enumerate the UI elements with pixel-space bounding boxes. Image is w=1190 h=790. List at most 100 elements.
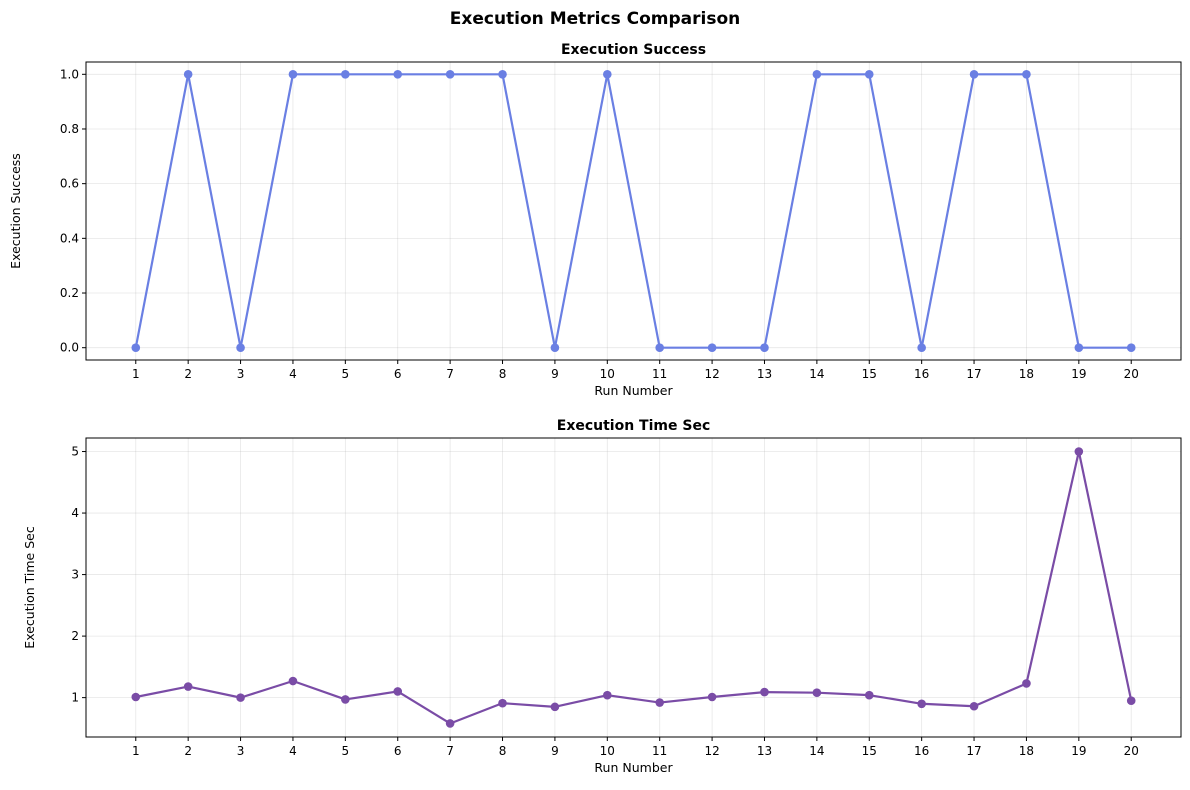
y-tick-label: 0.8 <box>60 122 79 136</box>
x-tick-label: 10 <box>600 744 615 758</box>
x-tick-label: 15 <box>862 367 877 381</box>
data-point-run-7 <box>445 719 455 728</box>
x-axis-label: Run Number <box>594 760 673 775</box>
x-tick-label: 3 <box>237 367 245 381</box>
data-point-run-2 <box>183 70 193 79</box>
y-tick-label: 3 <box>71 568 79 582</box>
data-point-run-18 <box>1022 70 1031 79</box>
data-point-run-9 <box>550 343 560 352</box>
x-tick-label: 4 <box>289 744 297 758</box>
plot-frame <box>85 61 1182 361</box>
x-tick-label: 11 <box>652 367 667 381</box>
x-tick-label: 6 <box>394 367 402 381</box>
data-point-run-13 <box>760 687 769 697</box>
data-point-run-1 <box>131 692 141 702</box>
data-point-run-10 <box>603 70 612 79</box>
x-tick-label: 2 <box>184 367 192 381</box>
x-tick-label: 9 <box>551 744 559 758</box>
x-tick-label: 19 <box>1071 744 1086 758</box>
y-tick-label: 0.6 <box>60 177 79 191</box>
y-tick-label: 1.0 <box>60 67 79 81</box>
data-point-run-9 <box>550 702 560 712</box>
x-tick-label: 1 <box>132 367 140 381</box>
data-point-run-2 <box>183 682 193 691</box>
y-axis-label: Execution Time Sec <box>22 526 37 649</box>
data-point-run-6 <box>393 687 403 696</box>
data-point-run-6 <box>393 70 403 79</box>
data-point-run-20 <box>1126 343 1136 352</box>
data-point-run-20 <box>1126 696 1136 706</box>
x-tick-label: 14 <box>809 744 824 758</box>
data-point-run-19 <box>1074 447 1084 456</box>
chart-panel-1: 1 2 3 4 5 6 7 8 9 10 11 12 13 14 15 16 17 18 19 200.00.20.4… <box>8 42 1182 398</box>
figure-title: Execution Metrics Comparison <box>450 9 740 29</box>
y-tick-label: 1 <box>71 691 79 705</box>
data-point-run-14 <box>812 70 822 79</box>
series-line <box>135 450 1133 725</box>
data-point-run-5 <box>341 695 350 704</box>
panel-title: Execution Success <box>561 42 706 58</box>
series-line <box>134 73 1132 349</box>
data-point-run-4 <box>288 70 298 79</box>
x-tick-label: 17 <box>966 367 981 381</box>
x-tick-label: 18 <box>1019 367 1034 381</box>
data-point-run-10 <box>603 690 612 700</box>
data-point-run-19 <box>1074 343 1084 352</box>
data-point-run-15 <box>864 70 874 79</box>
data-point-run-13 <box>760 343 769 352</box>
x-tick-label: 12 <box>704 744 719 758</box>
panel-title: Execution Time Sec <box>557 418 711 434</box>
data-point-run-3 <box>236 693 245 702</box>
x-tick-label: 15 <box>862 744 877 758</box>
y-tick-label: 0.0 <box>60 341 79 355</box>
data-point-run-15 <box>864 690 874 700</box>
data-point-run-18 <box>1022 679 1031 688</box>
data-point-run-11 <box>655 698 664 707</box>
x-tick-label: 16 <box>914 367 929 381</box>
data-point-run-17 <box>969 70 979 79</box>
x-tick-label: 5 <box>342 367 350 381</box>
data-point-run-14 <box>812 688 822 698</box>
data-point-run-16 <box>917 699 926 709</box>
x-tick-label: 4 <box>289 367 297 381</box>
x-tick-label: 13 <box>757 367 772 381</box>
y-tick-label: 4 <box>71 506 79 520</box>
x-axis-label: Run Number <box>594 383 673 398</box>
data-point-run-4 <box>288 676 298 686</box>
data-point-run-8 <box>498 70 507 79</box>
x-tick-label: 8 <box>499 367 507 381</box>
chart-panel-2: 1 2 3 4 5 6 7 8 9 10 11 12 13 14 15 16 17 18 19 2012345Exec… <box>22 418 1182 775</box>
y-tick-label: 5 <box>71 445 79 459</box>
y-tick-label: 0.2 <box>60 286 79 300</box>
data-point-run-11 <box>655 343 664 352</box>
y-tick-label: 2 <box>71 629 79 643</box>
y-tick-label: 0.4 <box>60 231 79 245</box>
data-point-run-12 <box>707 692 717 702</box>
x-tick-label: 7 <box>446 367 454 381</box>
data-point-run-1 <box>131 343 141 352</box>
data-point-run-17 <box>969 701 979 711</box>
data-point-run-12 <box>707 343 717 352</box>
x-tick-label: 20 <box>1124 367 1139 381</box>
x-tick-label: 3 <box>237 744 245 758</box>
plot-frame <box>85 437 1182 738</box>
x-tick-label: 19 <box>1071 367 1086 381</box>
x-tick-label: 18 <box>1019 744 1034 758</box>
x-tick-label: 13 <box>757 744 772 758</box>
data-point-run-16 <box>917 343 926 352</box>
data-point-run-3 <box>236 343 245 352</box>
x-tick-label: 6 <box>394 744 402 758</box>
x-tick-label: 8 <box>499 744 507 758</box>
y-axis-label: Execution Success <box>8 153 23 269</box>
x-tick-label: 14 <box>809 367 824 381</box>
x-tick-label: 11 <box>652 744 667 758</box>
x-tick-label: 10 <box>600 367 615 381</box>
x-tick-label: 2 <box>184 744 192 758</box>
x-tick-label: 17 <box>966 744 981 758</box>
x-tick-label: 1 <box>132 744 140 758</box>
data-point-run-7 <box>445 70 455 79</box>
data-point-run-8 <box>498 698 507 708</box>
x-tick-label: 9 <box>551 367 559 381</box>
